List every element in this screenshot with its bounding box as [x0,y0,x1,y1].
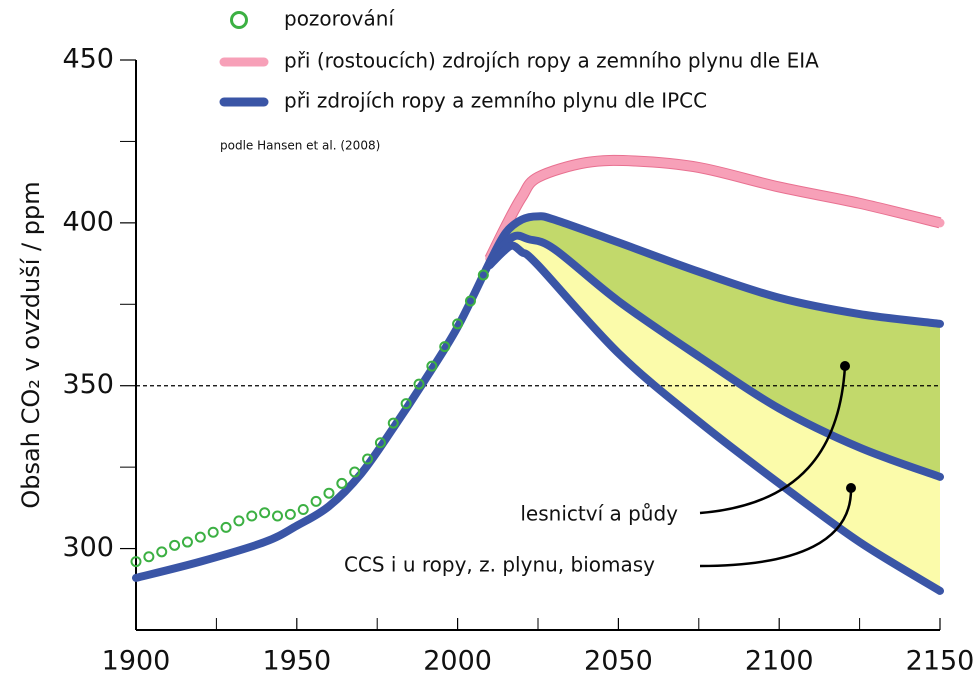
band [489,235,940,591]
observation-point [130,556,142,568]
annotation-curve [699,487,853,568]
observation-point [156,546,168,558]
y-axis-label: Obsah CO₂ v ovzduší / ppm [17,181,45,508]
x-tick-label: 2050 [584,646,653,675]
observation-point [323,487,335,499]
observation-point [272,510,284,522]
annotation-label: lesnictví a půdy [520,502,678,526]
x-tick-label: 1950 [262,646,331,675]
observation-point [426,360,438,372]
observation-point [220,521,232,533]
observation-point [246,510,258,522]
observation-point [297,503,309,515]
observation-point [464,295,476,307]
observation-point [233,515,245,527]
observation-point [310,495,322,507]
observation-point [362,453,374,465]
observation-point [374,437,386,449]
annotation-curve [699,365,847,515]
source-note: podle Hansen et al. (2008) [220,139,380,153]
observation-point [349,466,361,478]
series-line [485,241,944,595]
observation-point [194,531,206,543]
x-tick-label: 2100 [745,646,814,675]
observation-point [284,508,296,520]
annotation-dot [846,483,856,493]
observation-point [400,398,412,410]
y-tick-label: 350 [62,369,114,400]
x-tick-label: 2150 [906,646,975,675]
annotation-label: CCS i u ropy, z. plynu, biomasy [344,553,655,577]
observation-point [181,536,193,548]
observation-point [477,269,489,281]
legend-label: při zdrojích ropy a zemního plynu dle IP… [284,89,707,113]
series-line [485,155,945,264]
legend-marker [230,11,248,29]
observation-point [143,551,155,563]
y-tick-label: 400 [62,206,114,237]
observation-point [413,378,425,390]
observation-point [439,341,451,353]
observation-point [452,318,464,330]
y-tick-label: 450 [62,44,114,75]
band [489,216,940,477]
annotation-dot [840,361,850,371]
y-tick-label: 300 [62,532,114,563]
legend-label: při (rostoucích) zdrojích ropy a zemního… [284,49,819,73]
observation-point [207,526,219,538]
x-tick-label: 2000 [423,646,492,675]
observation-point [259,507,271,519]
x-tick-label: 1900 [102,646,171,675]
observation-point [169,539,181,551]
legend-label: pozorování [284,7,395,31]
observation-point [387,417,399,429]
observation-point [336,477,348,489]
